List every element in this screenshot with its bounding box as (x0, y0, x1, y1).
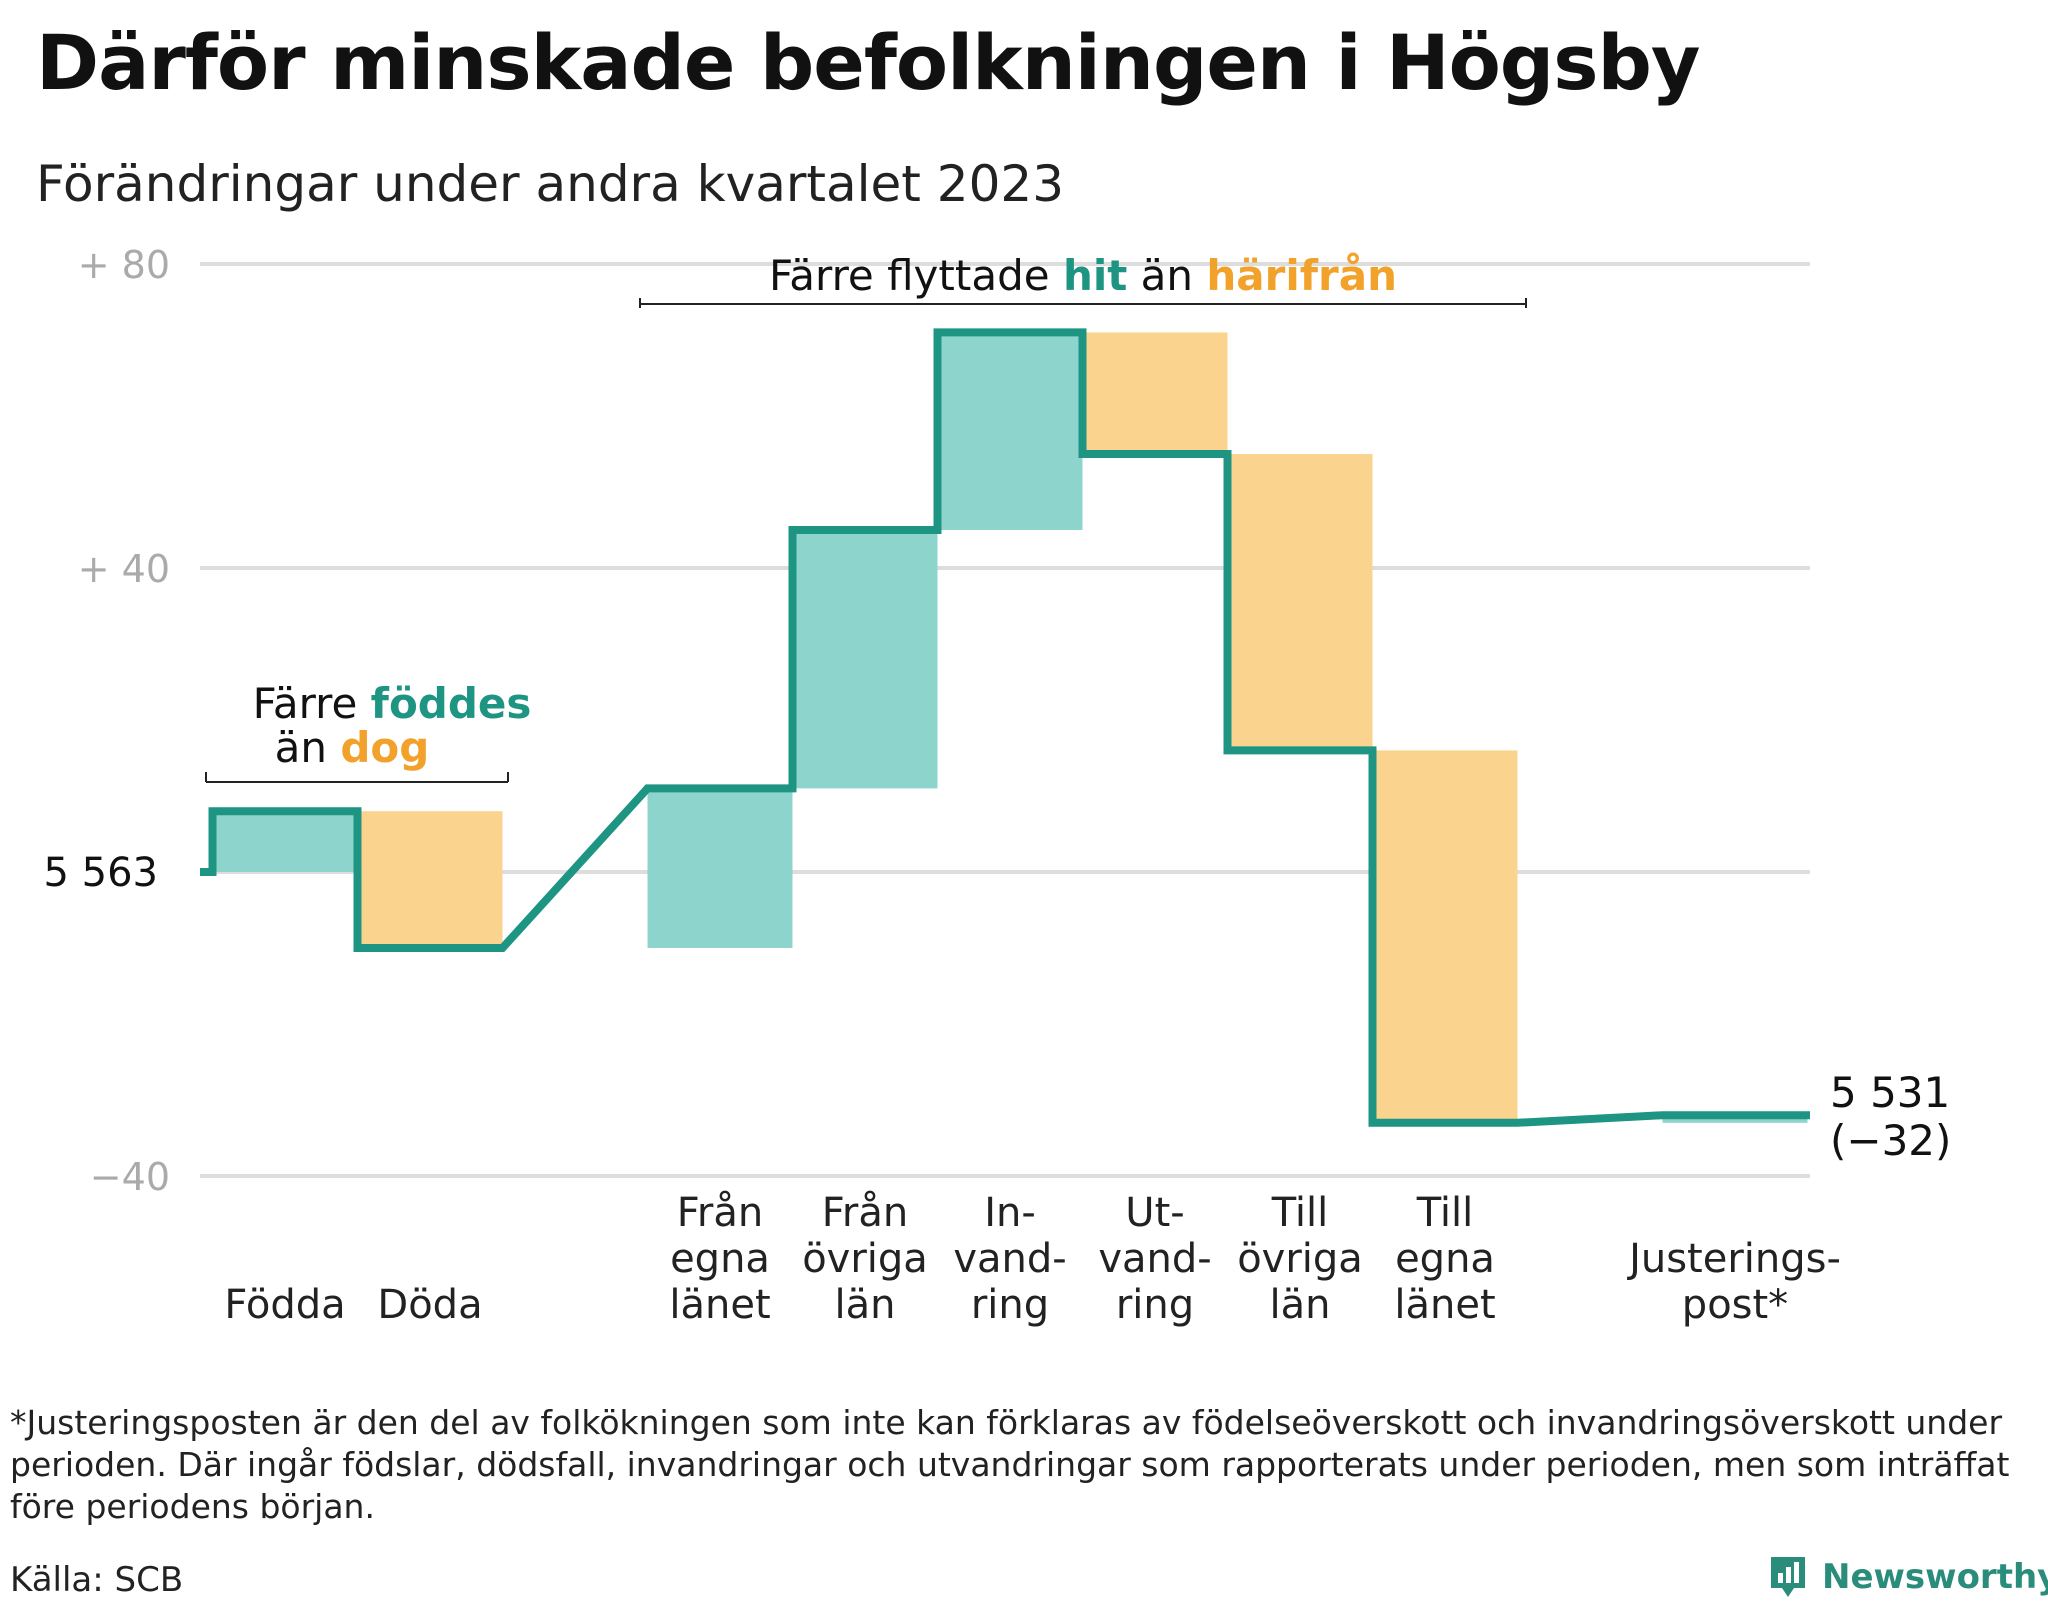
category-label: ring (1116, 1282, 1194, 1328)
waterfall-bar (647, 788, 793, 948)
waterfall-bar (937, 332, 1083, 530)
category-label: Döda (377, 1282, 482, 1328)
category-label: Ut- (1125, 1190, 1184, 1236)
end-value-label: 5 531 (1830, 1068, 1950, 1117)
category-label: övriga (1237, 1236, 1363, 1282)
brand-name: Newsworthy (1822, 1557, 2048, 1597)
category-label: egna (670, 1236, 770, 1282)
category-label: Från (822, 1190, 908, 1236)
annotation-text: Färre flyttade (769, 251, 1063, 300)
annotation-accent: härifrån (1206, 251, 1397, 300)
category-label: In- (984, 1190, 1036, 1236)
category-label: övriga (802, 1236, 928, 1282)
category-label: post* (1682, 1282, 1788, 1328)
baseline-label: 5 563 (43, 850, 158, 896)
waterfall-bar (1082, 332, 1228, 454)
y-tick-label: + 80 (78, 243, 170, 287)
waterfall-bar (212, 811, 358, 872)
y-tick-label: + 40 (78, 547, 170, 591)
category-label: Från (677, 1190, 763, 1236)
footnote: *Justeringsposten är den del av folkökni… (10, 1403, 2010, 1526)
category-label: länet (1394, 1282, 1495, 1328)
births-annotation-line1: Färre föddes (253, 679, 532, 728)
category-label: Till (1271, 1190, 1329, 1236)
annotation-text: Färre (253, 679, 371, 728)
newsworthy-logo-icon (1771, 1557, 1805, 1597)
migration-annotation: Färre flyttade hit än härifrån (769, 251, 1397, 300)
births-annotation-line2: än dog (275, 723, 430, 772)
category-label: vand- (953, 1236, 1066, 1282)
chart-subtitle: Förändringar under andra kvartalet 2023 (36, 155, 1065, 213)
newsworthy-brand: Newsworthy (1768, 1552, 2048, 1602)
waterfall-bar (1372, 750, 1518, 1123)
waterfall-bar (792, 530, 938, 789)
annotation-accent: föddes (371, 679, 532, 728)
category-label: Födda (224, 1282, 345, 1328)
annotation-accent: hit (1063, 251, 1127, 300)
annotation-text: än (275, 723, 341, 772)
category-label: vand- (1098, 1236, 1211, 1282)
category-label: egna (1395, 1236, 1495, 1282)
waterfall-bar (1227, 454, 1373, 751)
category-label: länet (669, 1282, 770, 1328)
category-label: län (835, 1282, 896, 1328)
annotation-accent: dog (340, 723, 429, 772)
y-tick-label: −40 (90, 1155, 170, 1199)
category-label: Till (1416, 1190, 1474, 1236)
source-label: Källa: SCB (10, 1560, 184, 1600)
category-label: Justerings- (1626, 1236, 1841, 1282)
cumulative-step-line (200, 328, 1810, 1127)
end-change-label: (−32) (1830, 1116, 1951, 1165)
births-bracket (205, 772, 509, 783)
migration-bracket (639, 298, 1527, 308)
chart-title: Därför minskade befolkningen i Högsby (36, 18, 1700, 107)
category-label: ring (971, 1282, 1049, 1328)
annotation-text: än (1127, 251, 1206, 300)
waterfall-bar (357, 811, 503, 948)
category-label: län (1270, 1282, 1331, 1328)
